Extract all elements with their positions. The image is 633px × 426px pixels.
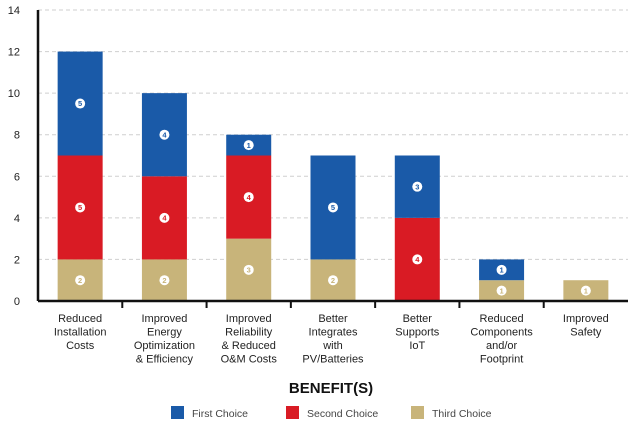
rank-badge	[496, 285, 507, 296]
y-tick-label: 6	[14, 171, 20, 183]
x-category-label: Better Supports IoT	[395, 313, 440, 352]
legend-label: First Choice	[192, 408, 248, 420]
y-axis-ticks: 0 2 4 6 8 10 12 14	[8, 5, 20, 308]
y-tick-label: 2	[14, 254, 20, 266]
x-axis-title: BENEFIT(S)	[289, 380, 373, 397]
rank-label: 1	[584, 286, 588, 295]
legend-swatch	[411, 406, 424, 419]
x-axis-category-labels: Reduced Installation Costs Improved Energy Op…	[54, 313, 609, 366]
rank-badge	[496, 264, 507, 275]
rank-badge	[243, 264, 254, 275]
rank-badge	[243, 140, 254, 151]
rank-label: 2	[331, 276, 335, 285]
rank-label: 1	[499, 286, 503, 295]
rank-label: 3	[247, 266, 251, 275]
y-tick-label: 14	[8, 5, 20, 17]
rank-badge	[580, 285, 591, 296]
rank-label: 2	[78, 276, 82, 285]
rank-badge	[412, 254, 423, 265]
rank-label: 3	[415, 182, 419, 191]
rank-label: 5	[78, 203, 82, 212]
rank-label: 4	[162, 214, 167, 223]
legend-label: Second Choice	[307, 408, 378, 420]
gridlines	[38, 9, 628, 308]
rank-badge	[159, 275, 170, 286]
rank-label: 1	[247, 141, 251, 150]
rank-badge	[412, 181, 423, 192]
rank-label: 2	[162, 276, 166, 285]
legend-label: Third Choice	[432, 408, 492, 420]
rank-label: 4	[162, 130, 167, 139]
rank-badge	[75, 98, 86, 109]
x-category-label: Improved Safety	[563, 313, 609, 339]
rank-label: 4	[415, 255, 420, 264]
rank-label: 5	[331, 203, 335, 212]
rank-label: 5	[78, 99, 82, 108]
rank-badge	[75, 202, 86, 213]
x-category-label: Improved Reliability & Reduced O&M Costs	[221, 313, 278, 366]
rank-badge	[243, 192, 254, 203]
rank-label: 1	[499, 266, 503, 275]
y-tick-label: 4	[14, 213, 20, 225]
y-tick-label: 10	[8, 88, 20, 100]
x-category-label: Improved Energy Optimization & Efficiency	[134, 313, 195, 366]
rank-badge	[159, 212, 170, 223]
legend-swatch	[286, 406, 299, 419]
rank-label: 4	[247, 193, 252, 202]
x-category-label: Better Integrates with PV/Batteries	[302, 313, 364, 366]
rank-badge	[328, 275, 338, 286]
legend: First Choice Second Choice Third Choice	[171, 406, 492, 420]
rank-badge	[159, 129, 170, 140]
legend-swatch	[171, 406, 184, 419]
rank-badge	[75, 275, 86, 286]
x-category-label: Reduced Components and/or Footprint	[470, 313, 533, 366]
x-category-label: Reduced Installation Costs	[54, 313, 107, 352]
bars: 2 5 5 2 4 4 3 4 1 2 5 4 3 1 1 1	[57, 51, 609, 301]
y-tick-label: 0	[14, 296, 20, 308]
rank-badge	[328, 202, 338, 213]
y-tick-label: 12	[8, 47, 20, 59]
y-tick-label: 8	[14, 130, 20, 142]
